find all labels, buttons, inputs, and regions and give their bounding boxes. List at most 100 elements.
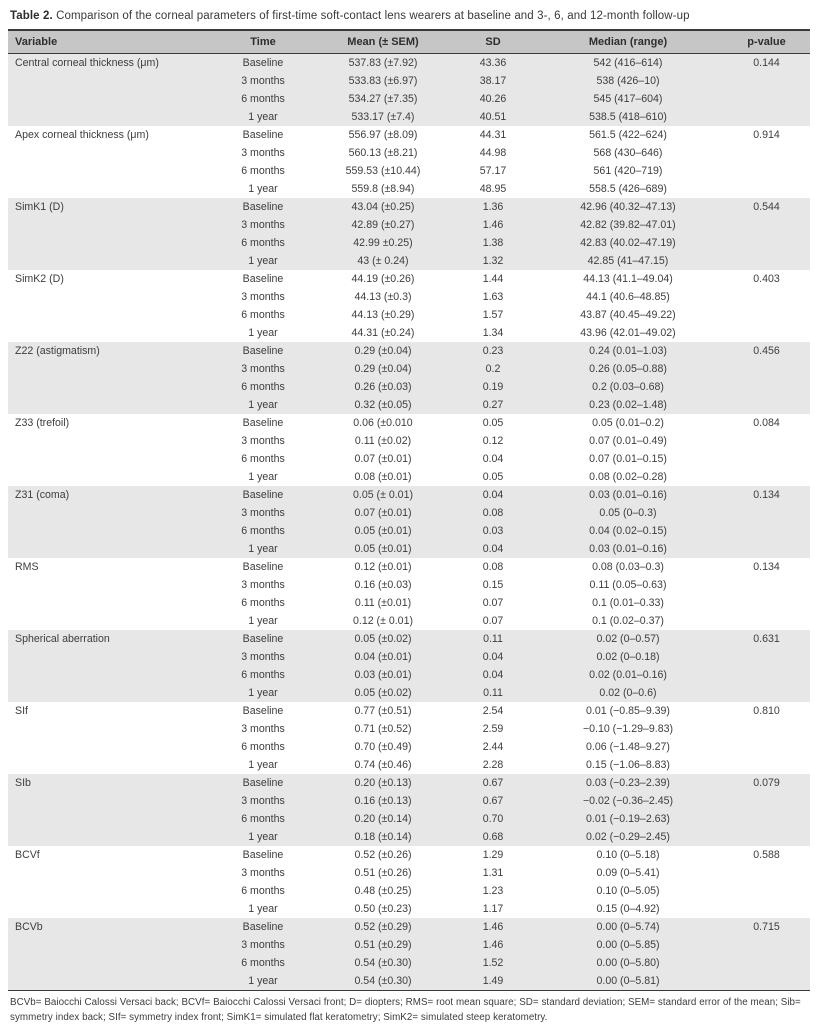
median-cell: 42.83 (40.02–47.19) bbox=[580, 237, 676, 249]
median-cell: 0.2 (0.03–0.68) bbox=[592, 381, 664, 393]
mean-cell: 0.29 (±0.04) bbox=[354, 363, 412, 375]
sd-cell: 1.23 bbox=[482, 885, 504, 897]
median-cell: 0.02 (−0.29–2.45) bbox=[586, 831, 670, 843]
pvalue-cell bbox=[723, 180, 810, 198]
pvalue-cell bbox=[723, 288, 810, 306]
sd-cell: 0.23 bbox=[482, 345, 504, 357]
time-cell: Baseline bbox=[242, 273, 284, 285]
median-cell: 538 (426–10) bbox=[596, 75, 660, 87]
pvalue-cell bbox=[723, 378, 810, 396]
variable-cell bbox=[8, 648, 213, 666]
variable-cell bbox=[8, 234, 213, 252]
table-row: Spherical aberration Baseline 0.05 (±0.02)… bbox=[8, 630, 810, 648]
time-cell: 6 months bbox=[241, 309, 285, 321]
median-cell: 0.05 (0.01–0.2) bbox=[592, 417, 664, 429]
mean-cell: 0.71 (±0.52) bbox=[354, 723, 412, 735]
median-cell: 0.1 (0.01–0.33) bbox=[592, 597, 664, 609]
variable-cell bbox=[8, 504, 213, 522]
time-cell: 3 months bbox=[241, 723, 285, 735]
variable-cell bbox=[8, 90, 213, 108]
median-cell: 0.00 (0–5.81) bbox=[596, 975, 660, 987]
pvalue-cell bbox=[723, 360, 810, 378]
median-cell: 558.5 (426–689) bbox=[589, 183, 667, 195]
time-cell: Baseline bbox=[242, 561, 284, 573]
median-cell: 0.23 (0.02–1.48) bbox=[589, 399, 667, 411]
pvalue-cell bbox=[723, 756, 810, 774]
time-cell: Baseline bbox=[242, 201, 284, 213]
sd-cell: 1.44 bbox=[482, 273, 504, 285]
table-row: 1 year 0.05 (±0.02) 0.11 0.02 (0–0.6) bbox=[8, 684, 810, 702]
table-footnote: BCVb= Baiocchi Calossi Versaci back; BCV… bbox=[10, 997, 801, 1024]
mean-cell: 0.16 (±0.13) bbox=[354, 795, 412, 807]
time-cell: Baseline bbox=[242, 129, 284, 141]
median-cell: 0.15 (−1.06–8.83) bbox=[586, 759, 670, 771]
median-cell: 542 (416–614) bbox=[593, 57, 663, 69]
mean-cell: 0.50 (±0.23) bbox=[354, 903, 412, 915]
mean-cell: 0.54 (±0.30) bbox=[354, 975, 412, 987]
pvalue-cell bbox=[723, 450, 810, 468]
table-row: SIf Baseline 0.77 (±0.51) 2.54 0.01 (−0.85–9… bbox=[8, 702, 810, 720]
sd-cell: 0.15 bbox=[482, 579, 504, 591]
time-cell: 1 year bbox=[248, 687, 278, 699]
variable-cell bbox=[8, 666, 213, 684]
median-cell: 42.85 (41–47.15) bbox=[587, 255, 669, 267]
median-cell: 0.08 (0.03–0.3) bbox=[592, 561, 664, 573]
pvalue-cell: 0.914 bbox=[753, 129, 780, 141]
sd-cell: 0.67 bbox=[482, 795, 504, 807]
sd-cell: 1.57 bbox=[482, 309, 504, 321]
time-cell: 3 months bbox=[241, 75, 285, 87]
table-row: 3 months 0.51 (±0.29) 1.46 0.00 (0–5.85) bbox=[8, 936, 810, 954]
mean-cell: 0.08 (±0.01) bbox=[354, 471, 412, 483]
time-cell: 3 months bbox=[241, 291, 285, 303]
sd-cell: 0.2 bbox=[485, 363, 501, 375]
column-header: Mean (± SEM) bbox=[347, 36, 419, 48]
time-cell: 6 months bbox=[241, 381, 285, 393]
sd-cell: 2.54 bbox=[482, 705, 504, 717]
mean-cell: 534.27 (±7.35) bbox=[348, 93, 418, 105]
time-cell: 6 months bbox=[241, 669, 285, 681]
table-row: BCVb Baseline 0.52 (±0.29) 1.46 0.00 (0–5.74… bbox=[8, 918, 810, 936]
median-cell: 0.11 (0.05–0.63) bbox=[589, 579, 667, 591]
median-cell: 43.87 (40.45–49.22) bbox=[580, 309, 676, 321]
sd-cell: 1.63 bbox=[482, 291, 504, 303]
median-cell: 0.00 (0–5.85) bbox=[596, 939, 660, 951]
table-row: SimK2 (D) Baseline 44.19 (±0.26) 1.44 44.13 … bbox=[8, 270, 810, 288]
sd-cell: 0.04 bbox=[482, 453, 504, 465]
sd-cell: 0.07 bbox=[482, 615, 504, 627]
median-cell: 0.15 (0–4.92) bbox=[596, 903, 660, 915]
sd-cell: 0.68 bbox=[482, 831, 504, 843]
time-cell: 6 months bbox=[241, 165, 285, 177]
mean-cell: 0.29 (±0.04) bbox=[354, 345, 412, 357]
pvalue-cell bbox=[723, 90, 810, 108]
sd-cell: 0.03 bbox=[482, 525, 504, 537]
time-cell: 1 year bbox=[248, 903, 278, 915]
mean-cell: 0.77 (±0.51) bbox=[354, 705, 412, 717]
sd-cell: 1.46 bbox=[482, 939, 504, 951]
table-row: 6 months 0.03 (±0.01) 0.04 0.02 (0.01–0.16) bbox=[8, 666, 810, 684]
table-row: 1 year 0.74 (±0.46) 2.28 0.15 (−1.06–8.83) bbox=[8, 756, 810, 774]
variable-cell: Spherical aberration bbox=[15, 633, 110, 645]
table-row: 1 year 0.12 (± 0.01) 0.07 0.1 (0.02–0.37) bbox=[8, 612, 810, 630]
table-row: 6 months 42.99 ±0.25) 1.38 42.83 (40.02–47.… bbox=[8, 234, 810, 252]
pvalue-cell bbox=[723, 720, 810, 738]
pvalue-cell bbox=[723, 882, 810, 900]
table-row: 6 months 0.26 (±0.03) 0.19 0.2 (0.03–0.68) bbox=[8, 378, 810, 396]
mean-cell: 0.05 (± 0.01) bbox=[353, 489, 413, 501]
table-row: 1 year 533.17 (±7.4) 40.51 538.5 (418–610) bbox=[8, 108, 810, 126]
mean-cell: 0.54 (±0.30) bbox=[354, 957, 412, 969]
time-cell: Baseline bbox=[242, 57, 284, 69]
pvalue-cell bbox=[723, 738, 810, 756]
mean-cell: 44.13 (±0.3) bbox=[354, 291, 412, 303]
sd-cell: 57.17 bbox=[479, 165, 507, 177]
variable-cell bbox=[8, 720, 213, 738]
pvalue-cell: 0.144 bbox=[753, 57, 780, 69]
mean-cell: 0.26 (±0.03) bbox=[354, 381, 412, 393]
variable-cell bbox=[8, 540, 213, 558]
table-row: RMS Baseline 0.12 (±0.01) 0.08 0.08 (0.03–0.… bbox=[8, 558, 810, 576]
median-cell: −0.10 (−1.29–9.83) bbox=[582, 723, 674, 735]
variable-cell bbox=[8, 252, 213, 270]
table-row: SimK1 (D) Baseline 43.04 (±0.25) 1.36 42.96 … bbox=[8, 198, 810, 216]
table-row: 3 months 42.89 (±0.27) 1.46 42.82 (39.82–47… bbox=[8, 216, 810, 234]
variable-cell bbox=[8, 756, 213, 774]
median-cell: 0.06 (−1.48–9.27) bbox=[586, 741, 670, 753]
